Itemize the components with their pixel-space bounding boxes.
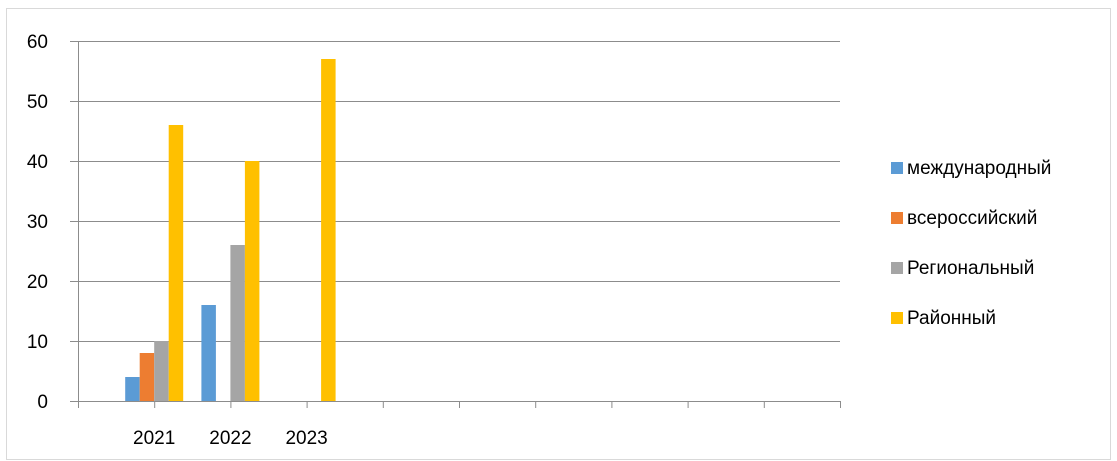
y-tick-label: 0 (37, 392, 48, 413)
legend-label: Районный (907, 308, 996, 329)
legend-swatch (891, 162, 903, 174)
y-tick-label: 10 (27, 332, 48, 353)
bars (125, 59, 336, 401)
y-tick-label: 50 (27, 92, 48, 113)
legend-swatch (891, 312, 903, 324)
x-tick-label: 2023 (285, 428, 327, 449)
y-tick-label: 20 (27, 272, 48, 293)
bar (201, 305, 216, 401)
legend-label: всероссийский (907, 208, 1037, 229)
bar (168, 125, 184, 401)
x-tick-label: 2021 (133, 428, 175, 449)
bar (244, 161, 260, 401)
x-tick-label: 2022 (209, 428, 251, 449)
gridlines (70, 41, 840, 402)
chart-border (6, 8, 1111, 460)
y-tick-label: 30 (27, 212, 48, 233)
y-tick-label: 40 (27, 152, 48, 173)
legend: международный всероссийский Региональный Ра… (891, 158, 1051, 329)
bar (125, 377, 140, 401)
bar (230, 245, 245, 401)
legend-label: международный (907, 158, 1051, 179)
legend-swatch (891, 262, 903, 274)
y-tick-label: 60 (27, 32, 48, 53)
bar (154, 341, 169, 401)
legend-label: Региональный (907, 258, 1034, 279)
legend-swatch (891, 212, 903, 224)
bar (321, 59, 336, 401)
bar (139, 353, 155, 401)
y-axis: 0 10 20 30 40 50 60 (27, 32, 79, 413)
x-axis: 2021 2022 2023 (78, 401, 841, 449)
